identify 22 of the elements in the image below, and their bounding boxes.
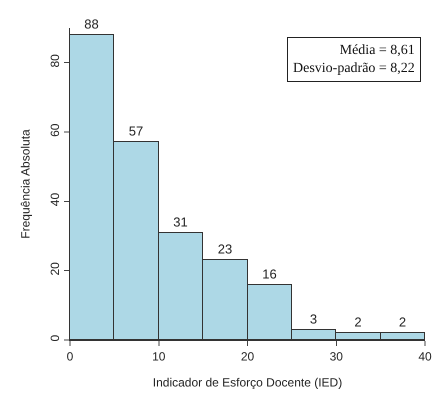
data-label: 23 (218, 242, 232, 256)
x-tick-label: 10 (152, 349, 166, 364)
x-tick-label: 40 (418, 349, 432, 364)
y-axis-title: Frequência Absoluta (18, 128, 32, 239)
y-tick-label: 60 (48, 123, 62, 137)
x-tick-label: 30 (330, 349, 344, 364)
y-tick-label: 0 (48, 334, 62, 342)
data-label: 3 (310, 312, 318, 326)
y-tick-label: 20 (48, 262, 62, 276)
data-label: 88 (84, 16, 99, 32)
x-tick-label: 20 (240, 349, 254, 364)
x-tick-label: 0 (66, 349, 74, 364)
x-axis-title: Indicador de Esforço Docente (IED) (152, 375, 342, 390)
data-label: 57 (128, 124, 144, 138)
y-tick-label: 40 (48, 192, 62, 206)
annotation: Desvio-padrão = 8,22 (293, 61, 415, 76)
data-label: 31 (173, 214, 188, 230)
data-label: 16 (262, 266, 277, 282)
annotation: Média = 8,61 (340, 43, 415, 58)
data-label: 2 (398, 314, 406, 330)
data-label: 2 (354, 314, 362, 330)
y-tick-label: 80 (48, 54, 62, 68)
